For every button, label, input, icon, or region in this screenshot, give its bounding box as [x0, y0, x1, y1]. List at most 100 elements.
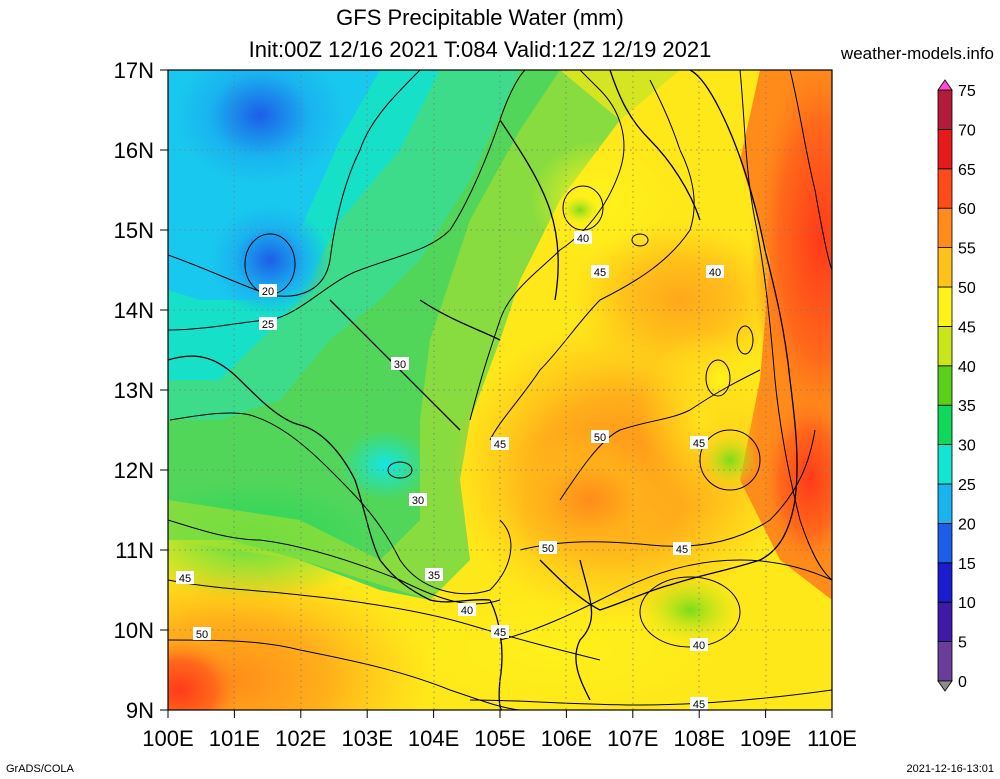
lat-label: 15N	[114, 218, 154, 243]
colorbar-tick-label: 15	[958, 556, 976, 573]
footer-credit: GrADS/COLA	[6, 763, 74, 775]
colorbar-segment	[937, 404, 953, 446]
colorbar-min-arrow	[937, 680, 953, 692]
lon-label: 103E	[342, 726, 393, 751]
colorbar-tick-label: 25	[958, 477, 976, 494]
colorbar-tick-label: 50	[958, 280, 976, 297]
lon-label: 104E	[408, 726, 459, 751]
colorbar-tick-label: 40	[958, 359, 976, 376]
contour-label: 50	[196, 629, 208, 641]
colorbar-segment	[937, 286, 953, 327]
colorbar-segment	[937, 562, 953, 603]
contour-label-bg	[425, 568, 443, 581]
lat-label: 9N	[126, 698, 154, 723]
colorbar-segment	[937, 483, 953, 524]
contour-label: 40	[577, 233, 589, 245]
contour-label: 45	[676, 544, 688, 556]
contour-label: 30	[412, 495, 424, 507]
contour-label-bg	[673, 542, 691, 555]
colorbar-segment	[937, 325, 953, 367]
contour-label-bg	[591, 265, 609, 278]
lon-label: 105E	[474, 726, 525, 751]
colorbar-tick-label: 75	[958, 83, 976, 100]
lon-label: 109E	[740, 726, 791, 751]
contour-label-bg	[259, 284, 277, 297]
contour-label: 45	[693, 438, 705, 450]
lon-label: 102E	[275, 726, 326, 751]
coastlines	[168, 70, 798, 710]
contour-label-bg	[539, 541, 557, 554]
contour-label-bg	[391, 357, 409, 370]
lon-label: 100E	[142, 726, 193, 751]
lat-label: 10N	[114, 618, 154, 643]
colorbar-tick-label: 70	[958, 122, 976, 139]
colorbar-segment	[937, 207, 953, 248]
colorbar-tick-label: 10	[958, 595, 976, 612]
contour-label-bg	[706, 265, 724, 278]
longitude-labels: 100E 101E 102E 103E 104E 105E 106E 107E 108E 109E…	[142, 710, 857, 751]
lat-label: 17N	[114, 58, 154, 83]
colorbar-tick-label: 55	[958, 241, 976, 258]
contour-label: 45	[693, 699, 705, 711]
colorbar-segment	[937, 247, 953, 288]
contour-label: 45	[179, 573, 191, 585]
contour-labels: 40 45 40 20 25 30 45 50 45 30 50 45 45 35 40 45 40 50 45	[176, 231, 724, 711]
colorbar-tick-label: 5	[958, 635, 967, 652]
lat-label: 12N	[114, 458, 154, 483]
colorbar-tick-label: 20	[958, 516, 976, 533]
latitude-labels: 17N 16N 15N 14N 13N 12N 11N 10N 9N	[114, 58, 168, 723]
contour-label-bg	[193, 627, 211, 640]
colorbar: 0 5 10 15 20 25 30 35 40 45 50 55 60 65 70 75	[937, 79, 976, 692]
contour-label: 40	[693, 640, 705, 652]
contour-label: 50	[594, 432, 606, 444]
lon-label: 110E	[807, 726, 857, 751]
colorbar-segment	[937, 128, 953, 170]
contour-label: 45	[494, 439, 506, 451]
colorbar-tick-label: 35	[958, 398, 976, 415]
contour-label: 45	[494, 627, 506, 639]
contour-label-bg	[591, 430, 609, 443]
contour-label: 20	[262, 286, 274, 298]
colorbar-tick-label: 60	[958, 201, 976, 218]
contour-label: 40	[709, 267, 721, 279]
map-title: GFS Precipitable Water (mm)	[336, 5, 624, 30]
colorbar-max-arrow	[937, 79, 953, 91]
contour-label: 25	[262, 319, 274, 331]
contour-label-bg	[491, 625, 509, 638]
field-layer: 40 45 40 20 25 30 45 50 45 30 50 45 45 35 40 45 40 50 45	[168, 70, 832, 711]
contour-label: 50	[542, 543, 554, 555]
contour-label-bg	[491, 437, 509, 450]
map-subtitle: Init:00Z 12/16 2021 T:084 Valid:12Z 12/1…	[248, 37, 712, 62]
lon-label: 106E	[541, 726, 592, 751]
colorbar-segment	[937, 89, 953, 130]
lon-label: 108E	[674, 726, 725, 751]
contour-label: 45	[594, 267, 606, 279]
colorbar-segment	[937, 444, 953, 485]
colorbar-segment	[937, 523, 953, 564]
lat-label: 14N	[114, 298, 154, 323]
contour-label-bg	[690, 697, 708, 710]
contour-label: 30	[394, 359, 406, 371]
colorbar-segment	[937, 641, 953, 682]
lon-label: 107E	[607, 726, 658, 751]
lat-label: 16N	[114, 138, 154, 163]
colorbar-tick-label: 65	[958, 162, 976, 179]
contour-label: 35	[428, 570, 440, 582]
lat-label: 13N	[114, 378, 154, 403]
contour-label: 40	[461, 605, 473, 617]
lat-label: 11N	[115, 538, 154, 563]
colorbar-tick-label: 45	[958, 319, 976, 336]
contour-label-bg	[409, 493, 427, 506]
graticule	[168, 70, 832, 710]
lon-label: 101E	[209, 726, 260, 751]
colorbar-tick-label: 0	[958, 674, 967, 691]
contour-label-bg	[176, 571, 194, 584]
colorbar-segment	[937, 168, 953, 209]
contour-label-bg	[690, 638, 708, 651]
contour-label-bg	[690, 436, 708, 449]
contour-label-bg	[259, 317, 277, 330]
site-label: weather-models.info	[840, 44, 994, 63]
contour-label-bg	[458, 603, 476, 616]
colorbar-tick-label: 30	[958, 438, 976, 455]
